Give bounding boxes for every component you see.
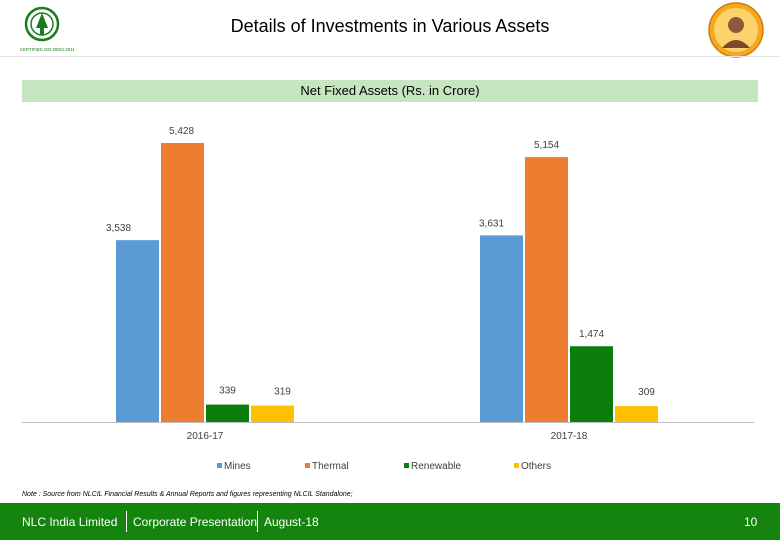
footer-divider	[257, 511, 258, 532]
legend-label: Renewable	[411, 461, 461, 472]
bar-mines-0	[116, 240, 159, 422]
bar-others-0	[251, 405, 294, 422]
header-divider	[0, 56, 780, 57]
data-label: 3,538	[106, 223, 131, 234]
x-tick-label: 2016-17	[187, 431, 224, 442]
chart-title: Net Fixed Assets (Rs. in Crore)	[22, 80, 758, 102]
data-label: 5,428	[169, 126, 194, 137]
legend-swatch-thermal	[305, 463, 310, 468]
legend-swatch-mines	[217, 463, 222, 468]
footer-bar: NLC India Limited Corporate Presentation…	[0, 503, 780, 540]
legend-label: Mines	[224, 461, 251, 472]
data-label: 5,154	[534, 140, 559, 151]
bar-others-1	[615, 406, 658, 422]
data-label: 3,631	[479, 218, 504, 229]
data-label: 339	[219, 386, 236, 397]
page-number: 10	[744, 515, 758, 529]
svg-text:CERTIFIED ISO 50001:2011: CERTIFIED ISO 50001:2011	[20, 47, 75, 52]
bar-mines-1	[480, 235, 523, 422]
footer-presentation: Corporate Presentation	[133, 515, 258, 529]
data-label: 319	[274, 387, 291, 398]
bar-thermal-1	[525, 157, 568, 422]
x-tick-label: 2017-18	[551, 431, 588, 442]
legend-swatch-others	[514, 463, 519, 468]
source-note: Note : Source from NLCIL Financial Resul…	[22, 491, 353, 498]
nlc-logo: CERTIFIED ISO 50001:2011	[20, 6, 75, 52]
footer-company: NLC India Limited	[22, 515, 118, 529]
bar-chart: 3,538 3,631 5,428 5,154 339 1,474 319 309 2016-1…	[22, 126, 754, 472]
bar-renewable-1	[570, 346, 613, 422]
portrait-seal-icon	[708, 2, 764, 58]
legend-label: Others	[521, 461, 551, 472]
data-label: 1,474	[579, 329, 604, 340]
data-label: 309	[638, 387, 655, 398]
footer-divider	[126, 511, 127, 532]
bar-thermal-0	[161, 143, 204, 422]
legend-label: Thermal	[312, 461, 349, 472]
legend-swatch-renewable	[404, 463, 409, 468]
page-title: Details of Investments in Various Assets	[230, 16, 550, 36]
footer-date: August-18	[264, 515, 319, 529]
bar-renewable-0	[206, 404, 249, 422]
